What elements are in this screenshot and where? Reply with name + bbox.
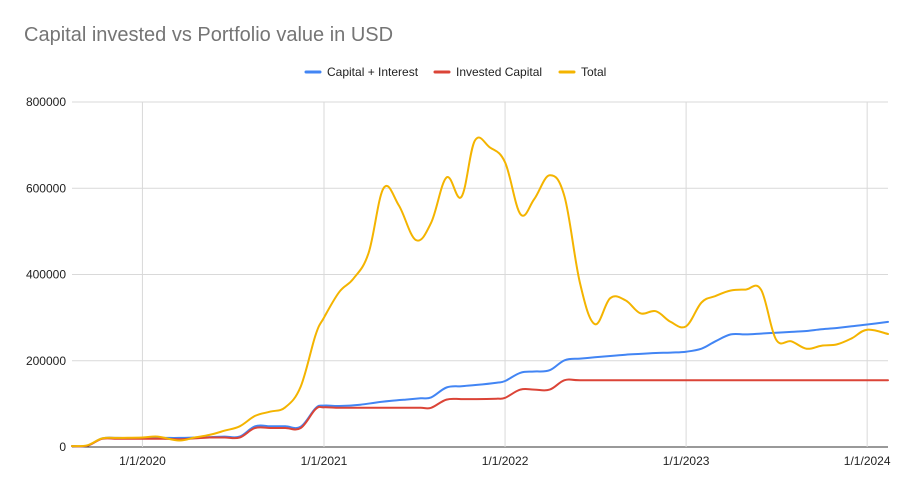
series-lines [71,136,889,448]
gridlines [72,101,888,448]
series-line-capital-interest [71,320,889,448]
y-tick-label: 200000 [26,354,66,368]
axis-labels: 0 200000 400000 600000 800000 1/1/2020 1/1/202… [26,95,891,468]
chart-title: Capital invested vs Portfolio value in U… [24,24,394,46]
y-tick-label: 400000 [26,268,66,282]
y-tick-label: 600000 [26,181,66,195]
y-tick-label: 800000 [26,95,66,109]
x-tick-label: 1/1/2024 [844,454,891,468]
legend: Capital + Interest Invested Capital Total [304,65,606,79]
legend-label-invested-capital: Invested Capital [456,65,542,79]
series-line-invested-capital [71,378,889,448]
x-tick-label: 1/1/2022 [482,454,529,468]
x-tick-label: 1/1/2020 [119,454,166,468]
y-tick-label: 0 [59,440,66,454]
legend-label-capital-interest: Capital + Interest [327,65,419,79]
x-tick-label: 1/1/2023 [663,454,710,468]
x-tick-label: 1/1/2021 [301,454,348,468]
legend-label-total: Total [581,65,606,79]
series-line-total [71,136,889,448]
